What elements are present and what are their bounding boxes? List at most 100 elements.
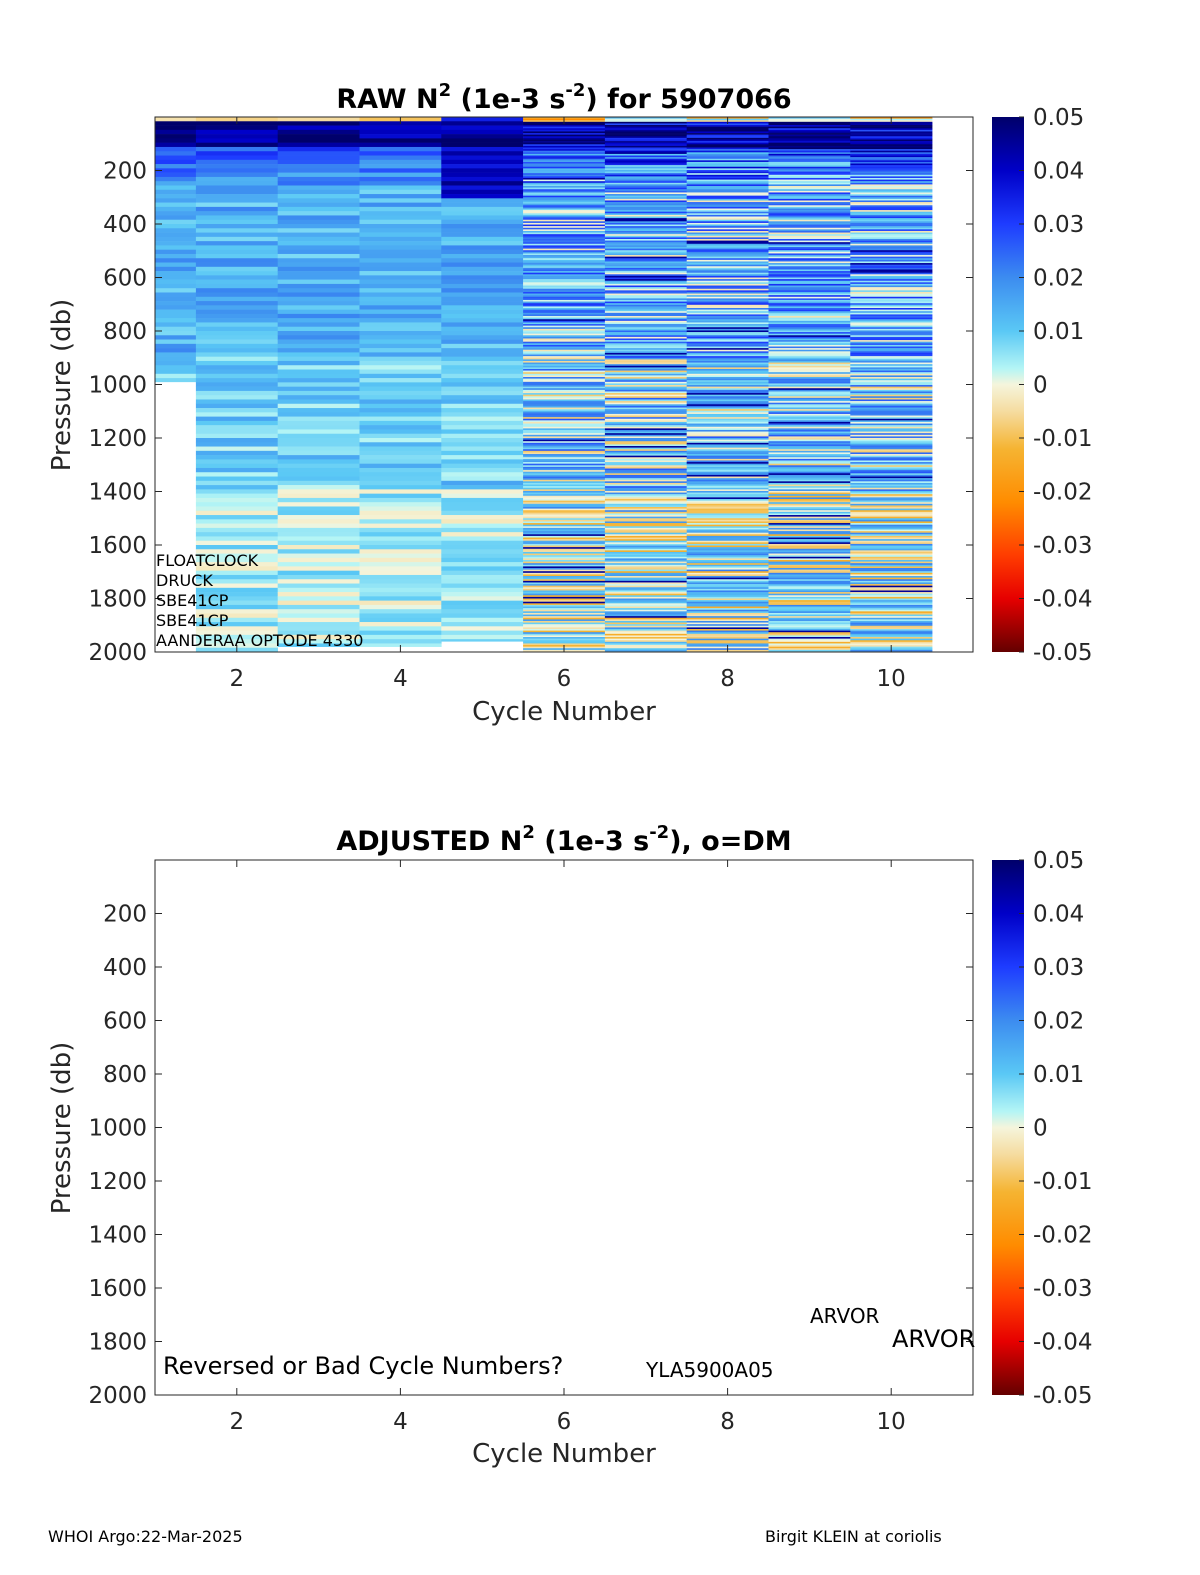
heat-cell (850, 282, 933, 285)
heat-cell (768, 255, 851, 257)
heat-cell (768, 141, 851, 143)
heat-cell (195, 266, 278, 272)
heat-cell (768, 609, 851, 612)
heat-cell (155, 228, 197, 233)
heat-cell (604, 380, 687, 383)
heat-cell (686, 401, 769, 403)
heat-cell (850, 402, 933, 405)
heat-cell (604, 551, 687, 554)
heat-cell (359, 309, 442, 315)
heat-cell (686, 219, 769, 222)
heat-cell (768, 295, 851, 298)
heat-cell (277, 502, 360, 507)
heat-cell (523, 622, 606, 625)
heat-cell (523, 320, 606, 323)
heat-cell (441, 202, 524, 208)
colorbar-tick-label: 0.04 (1033, 159, 1084, 185)
heat-cell (686, 404, 769, 407)
x-tick-label: 4 (393, 666, 408, 692)
heat-cell (850, 129, 933, 132)
heat-cell (850, 309, 933, 312)
heat-cell (604, 524, 687, 527)
heat-cell (686, 208, 769, 211)
heat-cell (523, 133, 606, 135)
heat-cell (686, 158, 769, 161)
heat-cell (850, 330, 933, 333)
heat-cell (277, 318, 360, 323)
heat-cell (850, 229, 933, 232)
heat-cell (523, 521, 606, 524)
heat-cell (768, 454, 851, 456)
heat-cell (768, 174, 851, 177)
heat-cell (441, 506, 524, 512)
heat-cell (850, 412, 933, 415)
heat-cell (359, 125, 442, 131)
heat-cell (686, 197, 769, 200)
heat-cell (604, 540, 687, 543)
heat-cell (768, 470, 851, 473)
heat-cell (523, 282, 606, 285)
heat-cell (686, 478, 769, 481)
heat-cell (604, 468, 687, 471)
heat-cell (155, 296, 197, 302)
heat-cell (686, 206, 769, 209)
heat-cell (850, 346, 933, 349)
heat-cell (850, 529, 933, 532)
heat-cell (686, 298, 769, 301)
heat-cell (604, 277, 687, 280)
heat-cell (523, 222, 606, 225)
heat-cell (195, 596, 278, 601)
heat-cell (850, 226, 933, 229)
heat-cell (686, 577, 769, 580)
heat-cell (523, 572, 606, 575)
heat-cell (195, 390, 278, 396)
heat-cell (768, 619, 851, 622)
heat-cell (686, 259, 769, 262)
heat-cell (686, 237, 769, 240)
heat-cell (768, 340, 851, 342)
heat-cell (441, 467, 524, 473)
heat-cell (686, 425, 769, 428)
heat-cell (768, 393, 851, 395)
heat-cell (195, 536, 278, 542)
heat-cell (686, 455, 769, 458)
heat-cell (441, 609, 524, 614)
heat-cell (523, 187, 606, 190)
heat-cell (850, 423, 933, 426)
heat-cell (523, 346, 606, 349)
heat-cell (686, 275, 769, 278)
sensor-label-sbe41cp-2: SBE41CP (156, 611, 229, 630)
heat-cell (850, 487, 933, 490)
heat-cell (277, 412, 360, 417)
heat-cell (768, 620, 851, 623)
heat-cell (523, 226, 606, 229)
heat-cell (523, 163, 606, 166)
heat-cell (604, 616, 687, 619)
heat-cell (523, 131, 606, 134)
heat-cell (277, 356, 360, 362)
heat-cell (359, 626, 442, 631)
heat-cell (768, 203, 851, 206)
heat-cell (523, 450, 606, 453)
heat-cell (768, 561, 851, 564)
heat-cell (768, 158, 851, 161)
heat-cell (768, 380, 851, 383)
heat-cell (195, 420, 278, 426)
heat-cell (359, 416, 442, 422)
heat-cell (441, 626, 524, 631)
heat-cell (604, 603, 687, 606)
heat-cell (768, 259, 851, 262)
heat-cell (768, 224, 851, 227)
heat-cell (686, 166, 769, 169)
heat-cell (850, 174, 933, 177)
heat-cell (768, 383, 851, 386)
heat-cell (686, 421, 769, 424)
heat-cell (850, 595, 933, 598)
heat-cell (155, 283, 197, 289)
heat-cell (441, 446, 524, 452)
heat-cell (850, 611, 933, 614)
platform-label-large: ARVOR (892, 1325, 975, 1353)
heat-cell (850, 503, 933, 506)
heat-cell (277, 206, 360, 212)
heat-cell (359, 557, 442, 563)
